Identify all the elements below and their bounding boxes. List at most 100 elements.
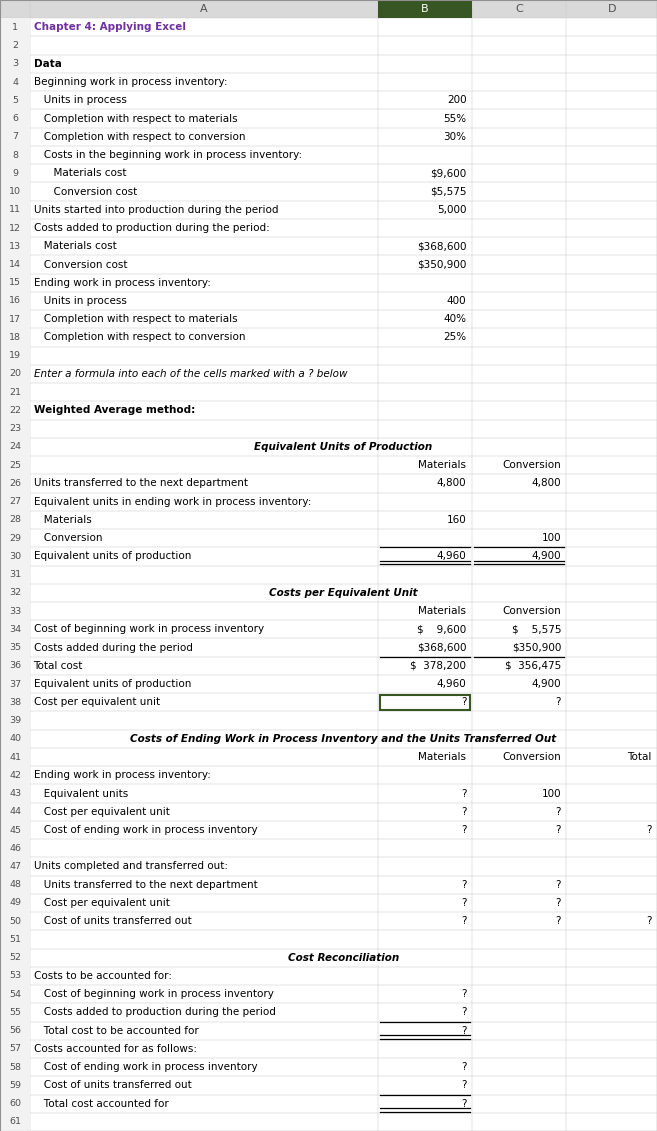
Text: 34: 34 <box>9 624 21 633</box>
Bar <box>0 748 30 766</box>
Text: $368,600: $368,600 <box>417 642 466 653</box>
Text: Materials: Materials <box>419 752 466 762</box>
Bar <box>0 402 30 420</box>
Text: Units transferred to the next department: Units transferred to the next department <box>34 478 248 489</box>
Text: Data: Data <box>34 59 61 69</box>
Bar <box>0 729 30 748</box>
Bar <box>0 1039 30 1057</box>
Bar <box>0 893 30 912</box>
Text: Conversion cost: Conversion cost <box>34 259 127 269</box>
Bar <box>0 693 30 711</box>
Bar <box>0 92 30 110</box>
Bar <box>0 474 30 492</box>
Bar <box>0 711 30 729</box>
Text: Units in process: Units in process <box>34 95 126 105</box>
Bar <box>0 182 30 200</box>
Text: 35: 35 <box>9 644 21 653</box>
Bar <box>0 1003 30 1021</box>
Bar <box>0 857 30 875</box>
Text: 6: 6 <box>12 114 18 123</box>
Text: ?: ? <box>556 916 561 926</box>
Text: 26: 26 <box>9 478 21 487</box>
Bar <box>0 164 30 182</box>
Text: 39: 39 <box>9 716 21 725</box>
Text: Costs accounted for as follows:: Costs accounted for as follows: <box>34 1044 196 1054</box>
Bar <box>0 346 30 365</box>
Text: ?: ? <box>461 1062 466 1072</box>
Text: Materials cost: Materials cost <box>34 241 116 251</box>
Text: ?: ? <box>556 824 561 835</box>
Text: Completion with respect to conversion: Completion with respect to conversion <box>34 333 245 343</box>
Text: 200: 200 <box>447 95 466 105</box>
Text: 40: 40 <box>9 734 21 743</box>
Bar <box>0 238 30 256</box>
Text: Completion with respect to materials: Completion with respect to materials <box>34 314 237 325</box>
Text: Equivalent units of production: Equivalent units of production <box>34 552 191 561</box>
Text: Costs of Ending Work in Process Inventory and the Units Transferred Out: Costs of Ending Work in Process Inventor… <box>131 734 556 744</box>
Bar <box>0 657 30 675</box>
Text: 33: 33 <box>9 606 21 615</box>
Text: Total cost accounted for: Total cost accounted for <box>34 1098 168 1108</box>
Text: 30%: 30% <box>443 132 466 141</box>
Text: Materials: Materials <box>34 515 91 525</box>
Text: $    9,600: $ 9,600 <box>417 624 466 634</box>
Text: 4: 4 <box>12 78 18 87</box>
Text: ?: ? <box>556 880 561 890</box>
Text: 18: 18 <box>9 333 21 342</box>
Text: Ending work in process inventory:: Ending work in process inventory: <box>34 278 210 287</box>
Text: $350,900: $350,900 <box>512 642 561 653</box>
Bar <box>0 803 30 821</box>
Text: 17: 17 <box>9 314 21 323</box>
Text: 15: 15 <box>9 278 21 287</box>
Bar <box>0 1077 30 1095</box>
Text: Enter a formula into each of the cells marked with a ? below: Enter a formula into each of the cells m… <box>34 369 347 379</box>
Text: $    5,575: $ 5,575 <box>512 624 561 634</box>
Text: 4,900: 4,900 <box>532 552 561 561</box>
Text: 54: 54 <box>9 990 21 999</box>
Text: ?: ? <box>556 698 561 707</box>
Text: 1: 1 <box>12 23 18 32</box>
Text: 38: 38 <box>9 698 21 707</box>
Text: Units in process: Units in process <box>34 296 126 307</box>
Bar <box>0 310 30 328</box>
Bar <box>0 529 30 547</box>
Text: 43: 43 <box>9 789 21 798</box>
Text: 4,800: 4,800 <box>437 478 466 489</box>
Text: 4,800: 4,800 <box>532 478 561 489</box>
Bar <box>0 1095 30 1113</box>
Bar <box>0 274 30 292</box>
Text: Total cost to be accounted for: Total cost to be accounted for <box>34 1026 198 1036</box>
Text: Completion with respect to conversion: Completion with respect to conversion <box>34 132 245 141</box>
Text: $  356,475: $ 356,475 <box>505 661 561 671</box>
Text: 5: 5 <box>12 96 18 105</box>
Text: ?: ? <box>461 824 466 835</box>
Text: ?: ? <box>461 1008 466 1018</box>
Text: 4,900: 4,900 <box>532 679 561 689</box>
Bar <box>380 694 470 710</box>
Text: Total cost: Total cost <box>34 661 83 671</box>
Text: ?: ? <box>461 788 466 798</box>
Bar <box>0 675 30 693</box>
Text: Equivalent Units of Production: Equivalent Units of Production <box>254 442 433 452</box>
Text: ?: ? <box>461 990 466 999</box>
Bar <box>0 584 30 602</box>
Text: 42: 42 <box>9 771 21 779</box>
Text: Conversion: Conversion <box>503 606 561 616</box>
Text: Cost per equivalent unit: Cost per equivalent unit <box>34 698 160 707</box>
Bar <box>0 200 30 219</box>
Bar <box>0 620 30 639</box>
Text: 49: 49 <box>9 898 21 907</box>
Text: 60: 60 <box>9 1099 21 1108</box>
Text: 61: 61 <box>9 1117 21 1126</box>
Bar <box>0 256 30 274</box>
Bar <box>0 785 30 803</box>
Bar <box>0 74 30 92</box>
Text: $5,575: $5,575 <box>430 187 466 197</box>
Text: 31: 31 <box>9 570 21 579</box>
Text: ?: ? <box>461 916 466 926</box>
Text: 4,960: 4,960 <box>437 552 466 561</box>
Bar <box>0 1057 30 1077</box>
Text: $350,900: $350,900 <box>417 259 466 269</box>
Bar <box>0 839 30 857</box>
Text: 46: 46 <box>9 844 21 853</box>
